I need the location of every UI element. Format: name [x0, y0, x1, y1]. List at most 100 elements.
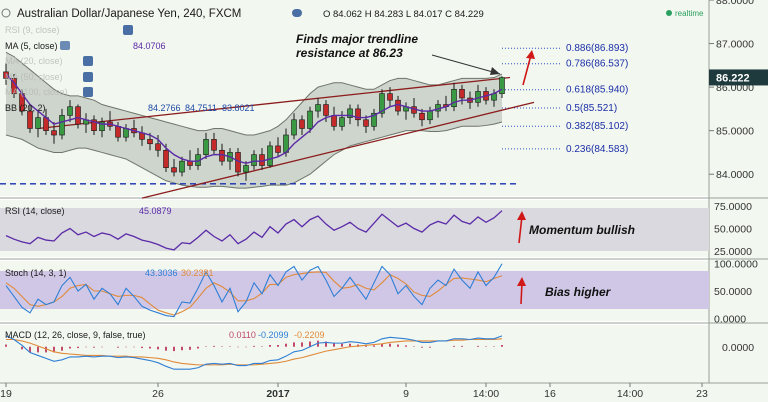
time-axis-bg	[0, 383, 768, 402]
candle	[99, 121, 105, 131]
rsi-tick-label: 50.0000	[714, 224, 752, 236]
rsi-value: 45.0879	[139, 206, 172, 216]
candle	[451, 88, 457, 108]
time-tick-label: 14:00	[473, 388, 499, 400]
candle	[363, 119, 369, 127]
target-arrow-head	[526, 50, 535, 59]
macd-panel-bg	[0, 325, 709, 383]
candle	[251, 154, 257, 166]
time-tick-label: 14:00	[617, 388, 643, 400]
candle	[3, 71, 9, 79]
fibonacci-levels: 0.886(86.893) 0.786(86.537) 0.618(85.940) 0…	[502, 43, 628, 155]
ohlc-values: O 84.062 H 84.283 L 84.017 C 84.229	[323, 9, 484, 20]
stoch-k-line	[5, 263, 503, 318]
momentum-label: Momentum bullish	[529, 223, 635, 237]
candle	[323, 104, 329, 116]
candle	[203, 139, 209, 155]
stoch-plot	[5, 263, 503, 318]
candle	[299, 119, 305, 129]
candle	[275, 145, 281, 153]
settings-icon[interactable]	[83, 72, 93, 82]
candle	[291, 119, 297, 136]
price-tick-label: 87.0000	[716, 39, 754, 51]
upper-trendline	[37, 76, 511, 130]
candle	[371, 112, 377, 127]
ma-line	[5, 73, 503, 165]
candle	[459, 88, 465, 99]
chart-header: Australian Dollar/Japanese Yen, 240, FXC…	[1, 8, 704, 20]
candle	[267, 145, 273, 166]
macd-value-3: -0.2209	[294, 330, 325, 340]
candle	[147, 139, 153, 145]
ma20-row-label: MA (20, close)	[5, 56, 63, 66]
candle	[35, 117, 41, 129]
candle	[211, 139, 217, 151]
macd-line	[5, 335, 503, 370]
bias-label: Bias higher	[545, 285, 612, 299]
annotation-pointer	[431, 54, 501, 75]
stoch-band	[0, 271, 709, 309]
candle	[179, 160, 185, 173]
stoch-d-value: 30.2381	[181, 268, 214, 278]
ma100-row-label: MA (100, close)	[5, 87, 68, 97]
eye-icon[interactable]	[60, 41, 70, 50]
macd-value-2: -0.2099	[258, 330, 289, 340]
annotation-line-2: resistance at 86.23	[296, 46, 403, 60]
fib-label: 0.618(85.940)	[566, 85, 628, 96]
price-tick-label: 84.0000	[716, 169, 754, 181]
moving-average	[5, 73, 503, 165]
rsi9-row-label: RSI (9, close)	[5, 25, 60, 35]
indicator-legend: RSI (9, close) MA (5, close) 84.0706 MA …	[5, 25, 255, 113]
last-price-tag	[709, 69, 768, 86]
bb-value-2: 84.7511	[185, 103, 217, 113]
stoch-k-value: 43.3036	[145, 268, 178, 278]
fib-label: 0.786(86.537)	[566, 59, 628, 70]
trend-channel	[37, 76, 535, 199]
candle	[499, 77, 505, 94]
last-price-label: 86.222	[716, 72, 750, 84]
macd-value-1: 0.0110	[229, 330, 256, 340]
settings-icon[interactable]	[83, 87, 93, 97]
bb-fill	[6, 52, 502, 189]
eye-icon[interactable]	[292, 9, 302, 17]
collapse-icon[interactable]	[1, 8, 11, 18]
candle	[315, 104, 321, 112]
candle	[51, 130, 57, 136]
bb-value-3: 83.8021	[222, 103, 255, 113]
candle	[171, 167, 177, 173]
ma5-value: 84.0706	[133, 41, 166, 51]
stoch-tick-label: 50.0000	[714, 286, 752, 298]
realtime-dot	[666, 10, 672, 16]
realtime-label: realtime	[675, 9, 704, 18]
time-tick-label: 9	[403, 388, 409, 400]
candle	[123, 128, 129, 138]
candle	[67, 106, 73, 116]
time-tick-label: 26	[152, 388, 164, 400]
candle	[59, 115, 65, 136]
macd-tick-label: 0.0000	[722, 342, 754, 354]
candle	[27, 110, 33, 129]
candle	[163, 149, 169, 168]
candle	[387, 93, 393, 101]
macd-plot	[5, 335, 503, 370]
bb-label: BB (20, 2)	[5, 103, 46, 113]
time-tick-label: 16	[544, 388, 556, 400]
price-tick-label: 88.0000	[716, 0, 754, 7]
candle	[355, 108, 361, 121]
candle	[427, 110, 433, 121]
stoch-label: Stoch (14, 3, 1)	[5, 268, 67, 278]
stoch-arrow-head	[517, 277, 526, 286]
ma50-row-label: MA (50, close)	[5, 72, 63, 82]
time-tick-label: 23	[696, 388, 708, 400]
fib-label: 0.236(84.583)	[566, 144, 628, 155]
settings-icon[interactable]	[83, 56, 93, 66]
rsi-band	[0, 208, 709, 251]
fib-label: 0.382(85.102)	[566, 121, 628, 132]
rsi-line	[5, 210, 503, 251]
stoch-tick-label: 100.0000	[714, 259, 758, 271]
candle	[307, 110, 313, 129]
settings-icon[interactable]	[123, 25, 133, 35]
candlesticks	[3, 63, 505, 181]
